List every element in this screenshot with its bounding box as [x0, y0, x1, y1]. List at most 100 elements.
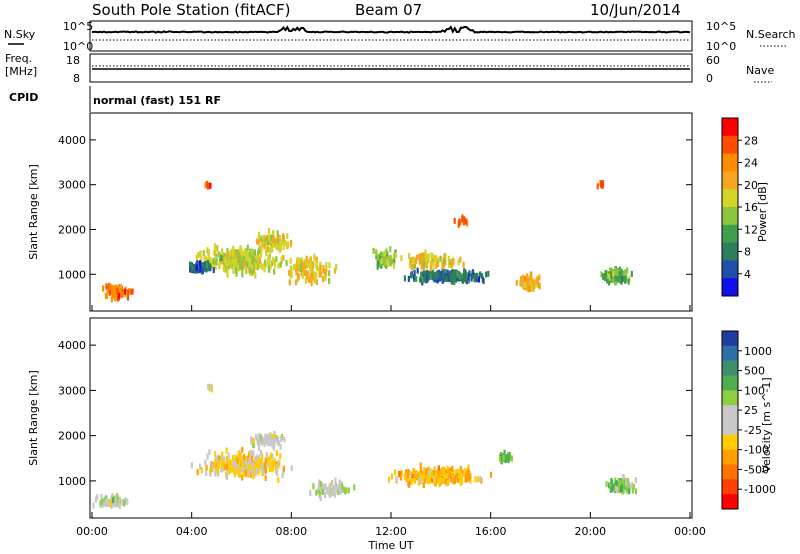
scatter-cell: [629, 483, 632, 490]
scatter-cell: [206, 265, 209, 272]
scatter-cell: [462, 272, 465, 279]
scatter-cell: [463, 216, 466, 223]
scatter-cell: [282, 465, 285, 472]
scatter-cell: [280, 239, 283, 246]
nave-label: Nave: [746, 64, 774, 77]
scatter-cell: [443, 253, 446, 260]
scatter-cell: [328, 262, 331, 269]
scatter-cell: [282, 235, 285, 242]
scatter-cell: [303, 270, 306, 276]
scatter-cell: [615, 486, 618, 493]
scatter-cell: [328, 484, 331, 491]
scatter-cell: [264, 467, 267, 474]
scatter-cell: [251, 269, 254, 276]
colorbar-segment: [722, 242, 738, 261]
scatter-cell: [424, 249, 427, 256]
scatter-cell: [226, 268, 229, 275]
scatter-cell: [275, 238, 278, 245]
scatter-cell: [345, 487, 348, 494]
scatter-cell: [409, 475, 412, 482]
scatter-cell: [237, 450, 240, 457]
scatter-cell: [276, 230, 279, 237]
freq-right-tick-top: 60: [706, 54, 720, 67]
colorbar-segment: [722, 464, 738, 480]
scatter-cell: [439, 255, 442, 262]
scatter-cell: [406, 472, 409, 479]
scatter-cell: [207, 384, 210, 390]
scatter-cell: [279, 453, 282, 460]
scatter-cell: [393, 253, 396, 260]
scatter-cell: [255, 467, 259, 474]
y-tick-label: 2000: [58, 430, 86, 443]
scatter-cell: [620, 268, 623, 275]
noise-right-tick-top: 10^5: [706, 20, 736, 33]
scatter-cell: [437, 256, 441, 263]
scatter-cell: [259, 251, 263, 258]
scatter-cell: [99, 501, 102, 508]
scatter-cell: [273, 258, 276, 265]
scatter-cell: [225, 259, 228, 266]
scatter-cell: [604, 270, 607, 277]
scatter-cell: [232, 268, 235, 275]
scatter-cell: [270, 247, 273, 254]
scatter-cell: [290, 271, 293, 278]
scatter-cell: [418, 258, 421, 265]
scatter-cell: [460, 478, 463, 485]
scatter-cell: [335, 484, 338, 491]
scatter-cell: [254, 470, 257, 477]
scatter-cell: [464, 472, 467, 478]
scatter-cell: [251, 452, 254, 459]
scatter-cell: [630, 270, 633, 277]
scatter-cell: [280, 256, 283, 263]
scatter-cell: [312, 483, 315, 490]
scatter-cell: [258, 462, 261, 469]
scatter-cell: [634, 477, 637, 484]
scatter-cell: [449, 259, 452, 265]
scatter-cell: [400, 470, 403, 477]
scatter-cell: [624, 269, 627, 276]
scatter-cell: [254, 272, 257, 279]
scatter-cell: [253, 460, 256, 467]
scatter-cell: [261, 242, 264, 248]
power-scatter-group: [102, 179, 633, 303]
scatter-cell: [467, 467, 470, 474]
scatter-cell: [614, 477, 617, 484]
scatter-cell: [465, 218, 468, 225]
scatter-cell: [272, 230, 275, 237]
scatter-cell: [469, 477, 472, 484]
scatter-cell: [289, 271, 292, 278]
scatter-cell: [426, 276, 429, 283]
scatter-cell: [290, 465, 293, 472]
scatter-cell: [258, 444, 261, 451]
scatter-cell: [466, 470, 469, 476]
scatter-cell: [474, 476, 477, 483]
scatter-cell: [128, 288, 131, 295]
scatter-cell: [253, 267, 256, 274]
scatter-cell: [256, 254, 259, 261]
scatter-cell: [467, 274, 470, 281]
scatter-cell: [319, 270, 323, 277]
scatter-cell: [425, 269, 428, 276]
scatter-cell: [467, 475, 470, 482]
scatter-cell: [248, 267, 251, 274]
scatter-cell: [440, 271, 443, 278]
noise-sky-line: [91, 25, 691, 34]
freq-label-line2: [MHz]: [5, 65, 37, 78]
scatter-cell: [234, 454, 237, 461]
scatter-cell: [255, 434, 258, 441]
colorbar-tick-label: -1000: [744, 483, 776, 496]
scatter-cell: [618, 277, 621, 283]
scatter-cell: [92, 502, 95, 509]
scatter-cell: [612, 270, 615, 277]
scatter-cell: [240, 250, 244, 257]
scatter-cell: [257, 440, 260, 447]
freq-label-line1: Freq.: [5, 52, 32, 65]
scatter-cell: [299, 261, 302, 268]
scatter-cell: [263, 463, 266, 470]
scatter-cell: [523, 275, 526, 282]
velocity-scatter-group: [92, 383, 638, 509]
scatter-cell: [229, 459, 232, 466]
scatter-cell: [614, 275, 617, 282]
scatter-cell: [301, 259, 304, 266]
